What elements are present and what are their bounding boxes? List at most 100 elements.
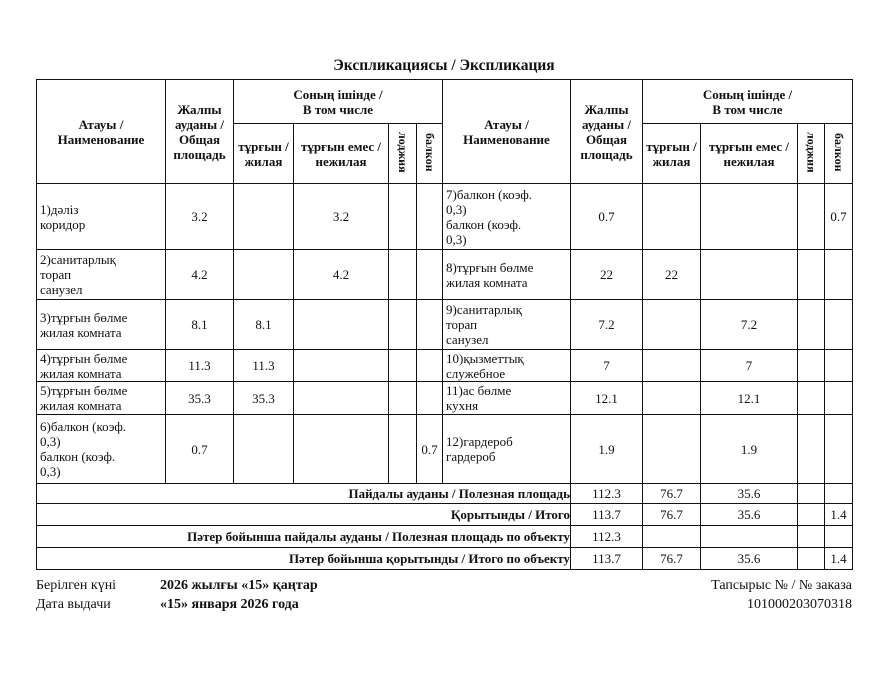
summary-balcony: 1.4 [824, 547, 853, 570]
summary-nonliving [700, 525, 798, 548]
room-nonliving [293, 381, 389, 415]
table-row: 6)балкон (коэф. 0,3) балкон (коэф. 0,3) 0… [36, 414, 853, 484]
room-name: 12)гардероб гардероб [442, 414, 571, 484]
summary-total: 112.3 [570, 483, 643, 504]
room-balcony: 0.7 [824, 183, 853, 250]
room-balcony: 0.7 [416, 414, 443, 484]
room-name: 6)балкон (коэф. 0,3) балкон (коэф. 0,3) [36, 414, 166, 484]
room-nonliving: 3.2 [293, 183, 389, 250]
summary-loggia [797, 547, 825, 570]
room-living: 22 [642, 249, 701, 300]
summary-row: Пәтер бойынша қорытынды / Итого по объек… [36, 547, 853, 570]
summary-nonliving: 35.6 [700, 483, 798, 504]
header-loggia: лоджия [388, 123, 417, 184]
room-total: 8.1 [165, 299, 234, 350]
room-living [642, 183, 701, 250]
header-living: тұрғын / жилая [233, 123, 294, 184]
room-balcony [416, 299, 443, 350]
room-loggia [388, 249, 417, 300]
summary-total: 113.7 [570, 503, 643, 526]
table-row: 3)тұрғын бөлме жилая комната 8.1 8.1 9)сани… [36, 299, 853, 350]
header-living: тұрғын / жилая [642, 123, 701, 184]
summary-total: 113.7 [570, 547, 643, 570]
room-name: 4)тұрғын бөлме жилая комната [36, 349, 166, 382]
room-balcony [824, 249, 853, 300]
header-total-area: Жалпы ауданы / Общая площадь [570, 79, 643, 184]
room-loggia [388, 414, 417, 484]
explication-table: Атауы / Наименование Жалпы ауданы / Общая… [36, 79, 853, 570]
room-loggia [797, 249, 825, 300]
room-nonliving: 7.2 [700, 299, 798, 350]
room-loggia [797, 299, 825, 350]
summary-total: 112.3 [570, 525, 643, 548]
summary-label: Пәтер бойынша қорытынды / Итого по объек… [36, 547, 571, 570]
room-name: 1)дәліз коридор [36, 183, 166, 250]
room-loggia [797, 183, 825, 250]
header-including: Соның ішінде / В том числе [642, 79, 853, 124]
summary-living [642, 525, 701, 548]
summary-balcony [824, 525, 853, 548]
room-nonliving: 7 [700, 349, 798, 382]
room-balcony [824, 381, 853, 415]
room-nonliving [700, 249, 798, 300]
summary-label: Қорытынды / Итого [36, 503, 571, 526]
room-balcony [824, 299, 853, 350]
document-title: Экспликациясы / Экспликация [333, 57, 555, 74]
room-living: 11.3 [233, 349, 294, 382]
summary-label: Пәтер бойынша пайдалы ауданы / Полезная … [36, 525, 571, 548]
summary-row: Пайдалы ауданы / Полезная площадь 112.3 76… [36, 483, 853, 504]
summary-row: Қорытынды / Итого 113.7 76.7 35.6 1.4 [36, 503, 853, 526]
room-nonliving: 12.1 [700, 381, 798, 415]
room-total: 0.7 [570, 183, 643, 250]
room-total: 7.2 [570, 299, 643, 350]
order-label: Тапсырыс № / № заказа [711, 578, 852, 593]
room-name: 9)санитарлық торап санузел [442, 299, 571, 350]
issue-date-kz: 2026 жылғы «15» қаңтар [160, 578, 318, 593]
header-loggia-text: лоджия [396, 131, 410, 173]
room-nonliving [293, 414, 389, 484]
room-loggia [388, 349, 417, 382]
room-nonliving [700, 183, 798, 250]
room-nonliving: 1.9 [700, 414, 798, 484]
header-loggia-text: лоджия [804, 131, 819, 173]
summary-balcony [824, 483, 853, 504]
room-living [233, 414, 294, 484]
order-number: 101000203070318 [747, 597, 852, 612]
summary-living: 76.7 [642, 483, 701, 504]
header-nonliving: тұрғын емес / нежилая [700, 123, 798, 184]
summary-living: 76.7 [642, 547, 701, 570]
room-balcony [416, 349, 443, 382]
room-name: 10)қызметтық служебное [442, 349, 571, 382]
room-nonliving: 4.2 [293, 249, 389, 300]
header-including: Соның ішінде / В том числе [233, 79, 443, 124]
room-total: 1.9 [570, 414, 643, 484]
room-loggia [388, 183, 417, 250]
room-living: 35.3 [233, 381, 294, 415]
header-balcony-text: балкон [832, 132, 846, 172]
issue-date-ru: «15» января 2026 года [160, 597, 299, 612]
table-row: 2)санитарлық торап санузел 4.2 4.2 8)тұрғын… [36, 249, 853, 300]
room-total: 12.1 [570, 381, 643, 415]
header-total-area: Жалпы ауданы / Общая площадь [165, 79, 234, 184]
summary-balcony: 1.4 [824, 503, 853, 526]
room-loggia [797, 381, 825, 415]
room-total: 0.7 [165, 414, 234, 484]
room-nonliving [293, 299, 389, 350]
header-nonliving: тұрғын емес / нежилая [293, 123, 389, 184]
room-name: 5)тұрғын бөлме жилая комната [36, 381, 166, 415]
header-name: Атауы / Наименование [36, 79, 166, 184]
room-total: 7 [570, 349, 643, 382]
table-row: 4)тұрғын бөлме жилая комната 11.3 11.3 10)қ… [36, 349, 853, 382]
room-loggia [797, 414, 825, 484]
room-name: 11)ас бөлме кухня [442, 381, 571, 415]
room-loggia [388, 299, 417, 350]
room-balcony [824, 414, 853, 484]
room-balcony [824, 349, 853, 382]
issue-date-label-kz: Берілген күні [36, 578, 117, 593]
room-name: 8)тұрғын бөлме жилая комната [442, 249, 571, 300]
room-living [642, 414, 701, 484]
room-name: 2)санитарлық торап санузел [36, 249, 166, 300]
summary-nonliving: 35.6 [700, 503, 798, 526]
room-living [642, 299, 701, 350]
room-total: 11.3 [165, 349, 234, 382]
